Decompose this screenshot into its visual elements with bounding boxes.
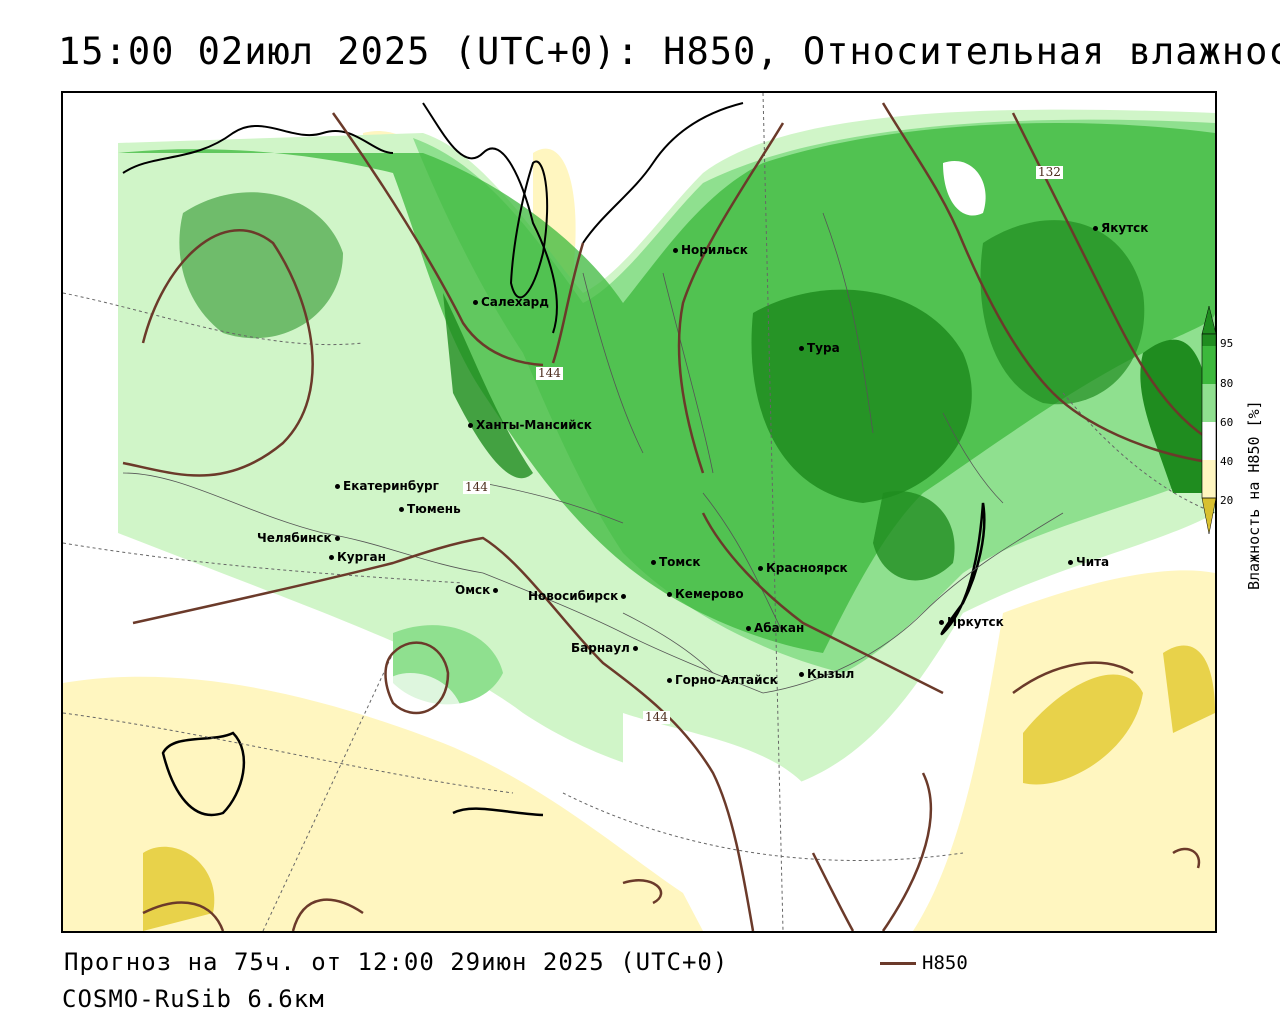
contour-legend-line — [880, 961, 916, 965]
humidity-color-scale: 95 80 60 40 20 — [1201, 306, 1233, 535]
city-kemerovo: Кемерово — [667, 587, 744, 601]
city-norilsk: Норильск — [673, 243, 748, 257]
humidity-map: Норильск Якутск Салехард Тура Ханты-Манс… — [61, 91, 1217, 933]
map-canvas — [63, 93, 1215, 931]
scale-tick: 60 — [1220, 416, 1233, 429]
city-krasnoyarsk: Красноярск — [758, 561, 848, 575]
contour-label: 144 — [536, 366, 563, 380]
city-tyumen: Тюмень — [399, 502, 461, 516]
city-barnaul: Барнаул — [571, 641, 641, 655]
city-kurgan: Курган — [329, 550, 386, 564]
city-tomsk: Томск — [651, 555, 701, 569]
city-chita: Чита — [1068, 555, 1109, 569]
scale-bottom-arrow — [1201, 497, 1217, 535]
scale-band — [1202, 460, 1216, 498]
contour-label: 144 — [463, 480, 490, 494]
city-tura: Тура — [799, 341, 840, 355]
scale-top-arrow — [1201, 306, 1217, 335]
scale-band — [1202, 346, 1216, 384]
scale-band — [1202, 384, 1216, 422]
scale-tick: 40 — [1220, 455, 1233, 468]
scale-tick: 80 — [1220, 377, 1233, 390]
scale-band — [1202, 334, 1216, 346]
scale-band — [1202, 422, 1216, 460]
city-salekhard: Салехард — [473, 295, 549, 309]
city-kyzyl: Кызыл — [799, 667, 854, 681]
map-title: 15:00 02июл 2025 (UTC+0): H850, Относите… — [58, 30, 1280, 73]
city-yakutsk: Якутск — [1093, 221, 1148, 235]
city-chelyabinsk: Челябинск — [257, 531, 343, 545]
scale-tick: 95 — [1220, 337, 1233, 350]
model-name: COSMO-RuSib 6.6км — [62, 985, 325, 1013]
city-yekaterinburg: Екатеринбург — [335, 479, 439, 493]
city-omsk: Омск — [455, 583, 501, 597]
city-gorno-altaysk: Горно-Алтайск — [667, 673, 778, 687]
contour-label: 144 — [643, 710, 670, 724]
contour-legend-label: H850 — [922, 952, 968, 974]
forecast-info: Прогноз на 75ч. от 12:00 29июн 2025 (UTC… — [64, 948, 729, 976]
city-abakan: Абакан — [746, 621, 804, 635]
contour-label: 132 — [1036, 165, 1063, 179]
city-irkutsk: Иркутск — [939, 615, 1004, 629]
scale-tick: 20 — [1220, 494, 1233, 507]
city-khanty-mansiysk: Ханты-Мансийск — [468, 418, 592, 432]
scale-label: Влажность на H850 [%] — [1245, 400, 1263, 590]
city-novosibirsk: Новосибирск — [528, 589, 629, 603]
contour-legend: H850 — [880, 952, 968, 974]
